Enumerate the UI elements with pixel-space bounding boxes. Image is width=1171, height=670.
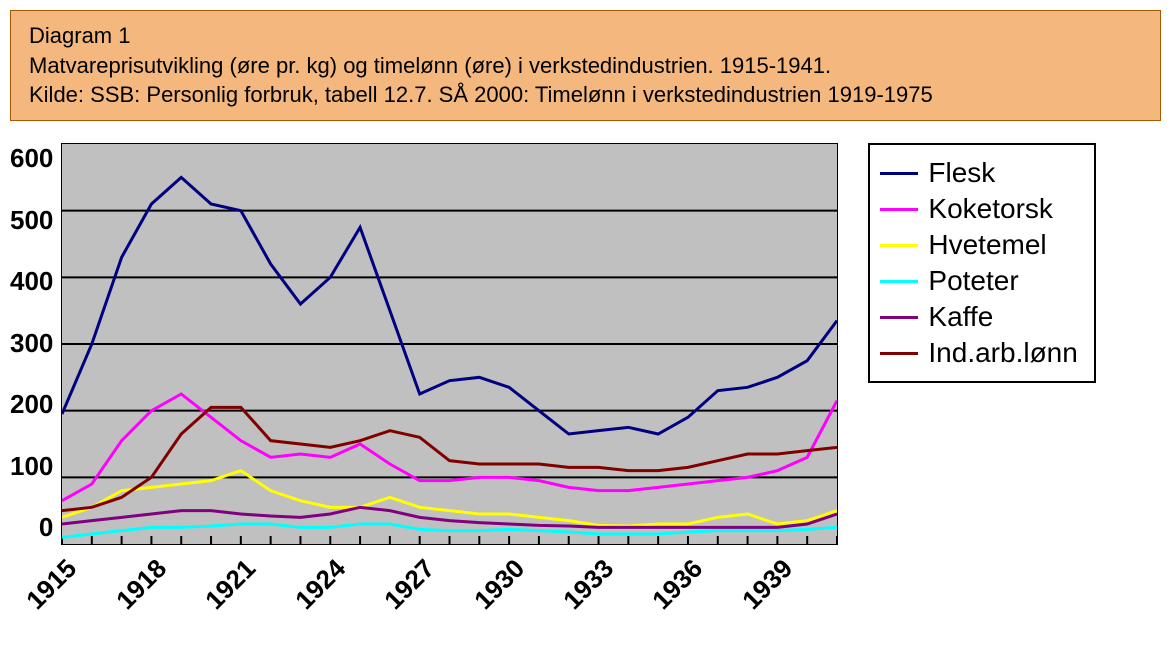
y-tick-label: 300 bbox=[10, 328, 53, 359]
legend: Flesk Koketorsk Hvetemel Poteter Kaffe Ind.ar… bbox=[868, 143, 1095, 383]
x-tick-label: 1921 bbox=[198, 553, 262, 617]
plot-area bbox=[61, 143, 838, 545]
x-axis-labels: 191519181921192419271930193319361939 bbox=[61, 545, 836, 605]
x-tick-label: 1930 bbox=[466, 553, 530, 617]
title-line-1: Diagram 1 bbox=[29, 21, 1142, 51]
legend-swatch bbox=[880, 172, 918, 175]
legend-swatch bbox=[880, 208, 918, 211]
legend-item: Koketorsk bbox=[880, 193, 1077, 225]
legend-label: Kaffe bbox=[928, 301, 993, 333]
legend-swatch bbox=[880, 280, 918, 283]
legend-label: Koketorsk bbox=[928, 193, 1053, 225]
chart-container: 600 500 400 300 200 100 0 19151918192119241927… bbox=[10, 143, 1161, 605]
x-tick-label: 1933 bbox=[555, 553, 619, 617]
x-tick-label: 1918 bbox=[108, 553, 172, 617]
series-line-ind-arb-l-nn bbox=[62, 407, 837, 510]
x-tick-label: 1927 bbox=[377, 553, 441, 617]
legend-item: Hvetemel bbox=[880, 229, 1077, 261]
x-tick-label: 1915 bbox=[19, 553, 83, 617]
title-line-2: Matvareprisutvikling (øre pr. kg) og tim… bbox=[29, 51, 1142, 81]
y-tick-label: 500 bbox=[10, 205, 53, 236]
y-tick-label: 100 bbox=[10, 451, 53, 482]
legend-label: Ind.arb.lønn bbox=[928, 337, 1077, 369]
x-tick-label: 1939 bbox=[734, 553, 798, 617]
plot-column: 191519181921192419271930193319361939 bbox=[61, 143, 838, 605]
legend-item: Kaffe bbox=[880, 301, 1077, 333]
x-tick-label: 1924 bbox=[287, 553, 351, 617]
y-tick-label: 600 bbox=[10, 143, 53, 174]
legend-item: Poteter bbox=[880, 265, 1077, 297]
legend-swatch bbox=[880, 316, 918, 319]
legend-label: Poteter bbox=[928, 265, 1018, 297]
title-box: Diagram 1 Matvareprisutvikling (øre pr. … bbox=[10, 10, 1161, 121]
chart-svg bbox=[62, 144, 837, 544]
legend-label: Hvetemel bbox=[928, 229, 1046, 261]
title-line-3: Kilde: SSB: Personlig forbruk, tabell 12… bbox=[29, 80, 1142, 110]
x-tick-label: 1936 bbox=[645, 553, 709, 617]
legend-swatch bbox=[880, 352, 918, 355]
y-tick-label: 0 bbox=[39, 512, 53, 543]
legend-item: Ind.arb.lønn bbox=[880, 337, 1077, 369]
y-tick-label: 400 bbox=[10, 266, 53, 297]
legend-swatch bbox=[880, 244, 918, 247]
y-tick-label: 200 bbox=[10, 389, 53, 420]
legend-label: Flesk bbox=[928, 157, 995, 189]
legend-item: Flesk bbox=[880, 157, 1077, 189]
y-axis-labels: 600 500 400 300 200 100 0 bbox=[10, 143, 61, 543]
